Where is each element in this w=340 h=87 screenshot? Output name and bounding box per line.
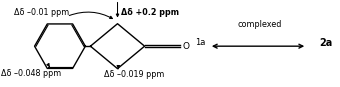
Text: Δδ –0.048 ppm: Δδ –0.048 ppm <box>1 69 61 78</box>
Text: Δδ +0.2 ppm: Δδ +0.2 ppm <box>121 8 179 17</box>
Text: complexed: complexed <box>238 21 282 29</box>
Text: 2a: 2a <box>319 38 333 48</box>
Text: Δδ –0.019 ppm: Δδ –0.019 ppm <box>104 70 164 79</box>
Text: O: O <box>183 42 190 51</box>
Text: 1a: 1a <box>195 38 206 47</box>
Text: Δδ –0.01 ppm: Δδ –0.01 ppm <box>14 8 69 17</box>
